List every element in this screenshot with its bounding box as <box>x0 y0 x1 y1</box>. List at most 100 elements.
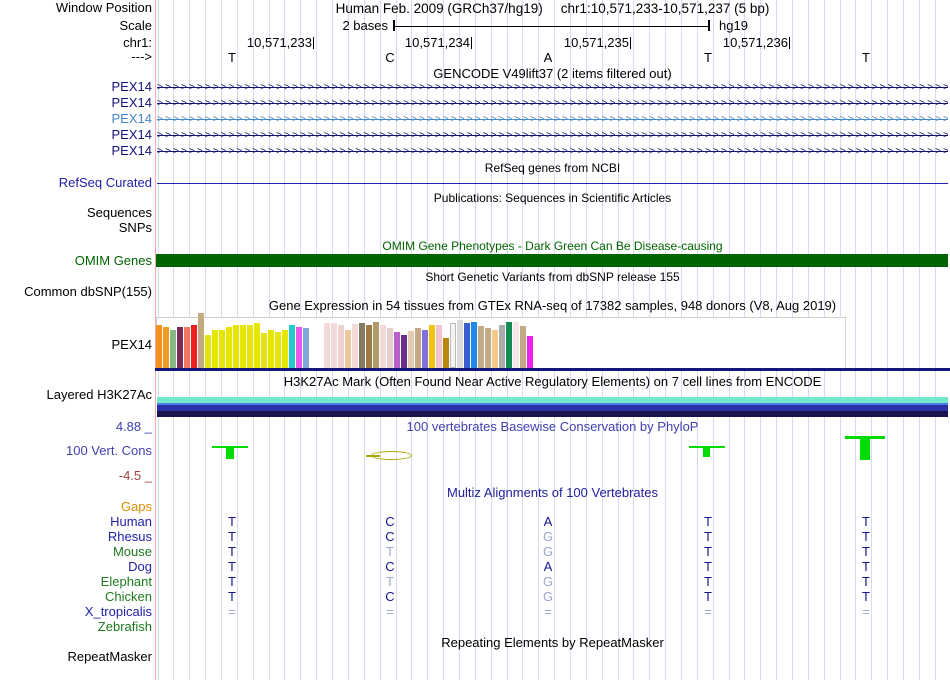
gene-label[interactable]: PEX14 <box>111 79 152 94</box>
repeatmasker-label[interactable]: RepeatMasker <box>67 649 152 664</box>
gtex-bar[interactable] <box>345 330 351 368</box>
gtex-bar[interactable] <box>324 323 330 368</box>
omim-genes-label[interactable]: OMIM Genes <box>74 253 152 268</box>
alignment-letter[interactable]: C <box>385 529 395 544</box>
species-label[interactable]: Human <box>110 514 152 529</box>
gtex-bar[interactable] <box>184 327 190 368</box>
species-label[interactable]: Elephant <box>100 574 152 589</box>
gtex-bar[interactable] <box>520 326 526 368</box>
alignment-letter[interactable]: A <box>543 514 553 529</box>
gtex-bar[interactable] <box>163 327 169 368</box>
gene-line[interactable] <box>157 103 948 104</box>
species-label[interactable]: Zebrafish <box>97 619 152 634</box>
gtex-bar[interactable] <box>338 325 344 368</box>
gtex-bar[interactable] <box>282 330 288 368</box>
gtex-bar[interactable] <box>268 330 274 368</box>
gene-label[interactable]: PEX14 <box>111 143 152 158</box>
alignment-letter[interactable]: T <box>386 574 394 589</box>
gtex-bar[interactable] <box>443 338 449 368</box>
h3k27ac-stripe[interactable] <box>157 403 948 405</box>
gene-label[interactable]: PEX14 <box>111 127 152 142</box>
alignment-letter[interactable]: G <box>542 589 554 604</box>
omim-gene-bar[interactable] <box>156 254 948 267</box>
gtex-bar[interactable] <box>352 324 358 368</box>
gtex-bar[interactable] <box>527 336 533 368</box>
alignment-letter[interactable]: G <box>542 529 554 544</box>
vert-cons-label[interactable]: 100 Vert. Cons <box>66 443 152 458</box>
alignment-letter[interactable]: T <box>228 574 236 589</box>
gtex-bar[interactable] <box>233 325 239 368</box>
gene-label[interactable]: PEX14 <box>111 111 152 126</box>
gtex-bar[interactable] <box>471 322 477 368</box>
layered-h3k27ac-label[interactable]: Layered H3K27Ac <box>46 387 152 402</box>
alignment-letter[interactable]: = <box>544 604 552 619</box>
alignment-letter[interactable]: T <box>704 544 712 559</box>
alignment-letter[interactable]: T <box>862 544 870 559</box>
gtex-bar[interactable] <box>485 328 491 368</box>
gtex-bar[interactable] <box>303 328 309 368</box>
common-dbsnp-label[interactable]: Common dbSNP(155) <box>24 284 152 299</box>
gtex-bar[interactable] <box>464 323 470 368</box>
gtex-bar[interactable] <box>156 325 162 368</box>
alignment-letter[interactable]: T <box>386 544 394 559</box>
alignment-letter[interactable]: = <box>386 604 394 619</box>
gtex-bar[interactable] <box>289 325 295 368</box>
alignment-letter[interactable]: C <box>385 559 395 574</box>
species-label[interactable]: Gaps <box>120 499 152 514</box>
alignment-letter[interactable]: C <box>385 589 395 604</box>
gtex-bar[interactable] <box>275 332 281 368</box>
gtex-bar[interactable] <box>296 327 302 368</box>
gtex-bar[interactable] <box>198 313 204 368</box>
gtex-bar[interactable] <box>359 323 365 368</box>
gtex-bar[interactable] <box>177 327 183 368</box>
gtex-bar[interactable] <box>240 325 246 368</box>
gtex-bar[interactable] <box>429 325 435 368</box>
h3k27ac-stripe[interactable] <box>157 405 948 411</box>
gtex-bar[interactable] <box>212 330 218 368</box>
alignment-letter[interactable]: T <box>862 589 870 604</box>
alignment-letter[interactable]: = <box>704 604 712 619</box>
gtex-bar[interactable] <box>254 323 260 368</box>
alignment-letter[interactable]: G <box>542 544 554 559</box>
gtex-bar[interactable] <box>492 330 498 368</box>
alignment-letter[interactable]: T <box>704 514 712 529</box>
gene-line[interactable] <box>157 135 948 136</box>
phylop-positive-stem[interactable] <box>226 446 234 459</box>
gtex-bar[interactable] <box>408 331 414 368</box>
gtex-bar[interactable] <box>457 320 463 368</box>
gtex-bar[interactable] <box>506 322 512 368</box>
snps-label[interactable]: SNPs <box>118 220 152 235</box>
gtex-bar[interactable] <box>247 325 253 368</box>
gtex-bar[interactable] <box>401 335 407 368</box>
alignment-letter[interactable]: T <box>704 589 712 604</box>
gtex-bar[interactable] <box>415 328 421 368</box>
gtex-bar[interactable] <box>387 328 393 368</box>
alignment-letter[interactable]: T <box>862 514 870 529</box>
alignment-letter[interactable]: T <box>228 589 236 604</box>
alignment-letter[interactable]: = <box>862 604 870 619</box>
alignment-letter[interactable]: G <box>542 574 554 589</box>
phylop-negative-dash[interactable] <box>366 455 380 457</box>
species-label[interactable]: Dog <box>128 559 152 574</box>
sequences-label[interactable]: Sequences <box>86 205 152 220</box>
refseq-curated-label[interactable]: RefSeq Curated <box>58 175 152 190</box>
gtex-bar[interactable] <box>261 333 267 368</box>
gtex-bar[interactable] <box>478 326 484 368</box>
gtex-bar[interactable] <box>499 325 505 368</box>
gtex-bar[interactable] <box>331 323 337 368</box>
alignment-letter[interactable]: = <box>228 604 236 619</box>
gtex-bar[interactable] <box>450 323 456 368</box>
gtex-bar[interactable] <box>226 327 232 368</box>
alignment-letter[interactable]: T <box>704 559 712 574</box>
gtex-bar[interactable] <box>366 325 372 368</box>
gtex-bar[interactable] <box>205 335 211 368</box>
species-label[interactable]: Mouse <box>112 544 152 559</box>
species-label[interactable]: X_tropicalis <box>84 604 152 619</box>
alignment-letter[interactable]: A <box>543 559 553 574</box>
phylop-positive-stem[interactable] <box>703 446 710 457</box>
gtex-bar[interactable] <box>380 325 386 368</box>
gtex-bar[interactable] <box>513 322 519 368</box>
h3k27ac-stripe[interactable] <box>157 411 948 417</box>
gtex-bar[interactable] <box>219 330 225 368</box>
gene-label[interactable]: PEX14 <box>111 95 152 110</box>
